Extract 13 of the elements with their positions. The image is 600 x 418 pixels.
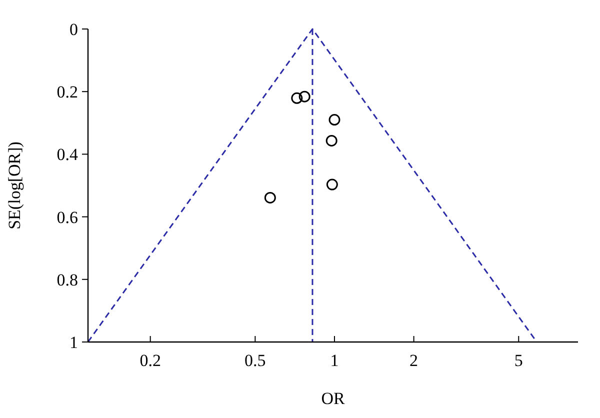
y-tick-label: 0.4 — [56, 145, 78, 164]
x-tick-label: 2 — [410, 351, 418, 370]
x-tick-label: 0.2 — [140, 351, 161, 370]
y-tick-label: 1 — [70, 332, 78, 352]
x-tick-label: 5 — [514, 351, 523, 370]
x-axis-title: OR — [321, 389, 346, 408]
x-tick-label: 1 — [330, 351, 339, 370]
y-tick-label: 0 — [70, 20, 78, 39]
y-tick-label: 0.6 — [56, 208, 78, 227]
y-axis-title: SE(log[OR]) — [5, 142, 24, 230]
x-tick-label: 0.5 — [244, 351, 266, 370]
y-tick-label: 0.2 — [56, 82, 78, 102]
y-tick-label: 0.8 — [56, 270, 78, 290]
